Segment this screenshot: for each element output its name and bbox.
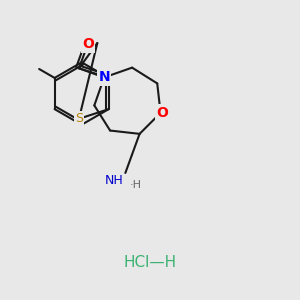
- Text: ·H: ·H: [130, 180, 142, 190]
- Text: O: O: [82, 38, 94, 51]
- Text: HCl—H: HCl—H: [123, 255, 177, 270]
- Text: NH: NH: [105, 174, 124, 188]
- Text: O: O: [156, 106, 168, 120]
- Text: N: N: [98, 70, 110, 84]
- Text: S: S: [75, 112, 83, 125]
